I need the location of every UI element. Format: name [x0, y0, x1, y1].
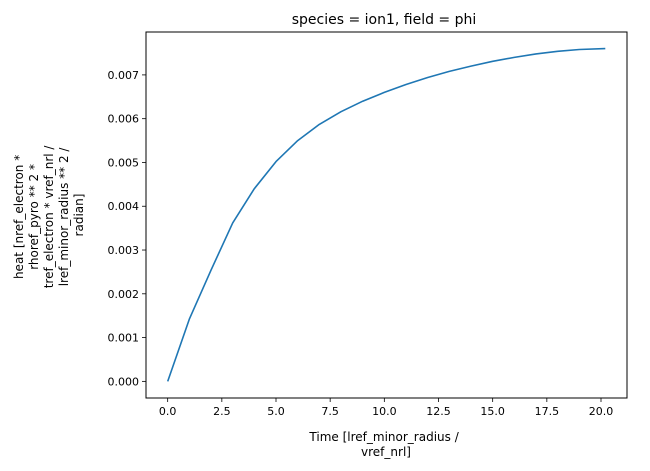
y-tick-label: 0.000	[108, 375, 140, 388]
y-axis-label: heat [nref_electron * rhoref_pyro ** 2 *…	[12, 142, 86, 289]
y-axis-label-line: tref_electron * vref_nrl /	[42, 145, 56, 289]
y-tick-label: 0.003	[108, 244, 140, 257]
plot-frame	[145, 31, 628, 399]
plot-area	[146, 32, 627, 398]
y-axis: 0.000 0.001 0.002 0.003 0.004 0.005 0.006 0.007	[108, 69, 146, 388]
x-tick-label: 12.5	[426, 405, 451, 418]
y-axis-label-line: lref_minor_radius ** 2 /	[57, 147, 71, 287]
y-tick-label: 0.006	[108, 113, 140, 126]
x-tick-label: 5.0	[267, 405, 285, 418]
y-tick-label: 0.004	[108, 200, 140, 213]
x-tick-label: 7.5	[321, 405, 339, 418]
y-tick-label: 0.001	[108, 332, 140, 345]
y-tick-label: 0.005	[108, 156, 140, 169]
x-tick-label: 0.0	[159, 405, 177, 418]
x-tick-label: 20.0	[589, 405, 614, 418]
y-axis-label-line: rhoref_pyro ** 2 *	[27, 164, 41, 270]
y-tick-label: 0.002	[108, 288, 140, 301]
x-axis: 0.0 2.5 5.0 7.5 10.0 12.5 15.0 17.5 20.0	[159, 398, 613, 418]
x-axis-label-line: Time [lref_minor_radius /	[308, 430, 459, 444]
y-axis-label-line: heat [nref_electron *	[12, 155, 26, 279]
series-layer	[166, 47, 606, 382]
series-line	[166, 47, 606, 382]
x-tick-label: 15.0	[480, 405, 505, 418]
x-tick-label: 2.5	[213, 405, 231, 418]
y-tick-label: 0.007	[108, 69, 140, 82]
y-axis-label-line: radian]	[72, 194, 86, 237]
x-tick-label: 10.0	[372, 405, 397, 418]
x-axis-label-line: vref_nrl]	[361, 445, 411, 459]
x-axis-label: Time [lref_minor_radius / vref_nrl]	[308, 430, 462, 459]
chart-title: species = ion1, field = phi	[292, 12, 477, 28]
x-tick-label: 17.5	[535, 405, 560, 418]
